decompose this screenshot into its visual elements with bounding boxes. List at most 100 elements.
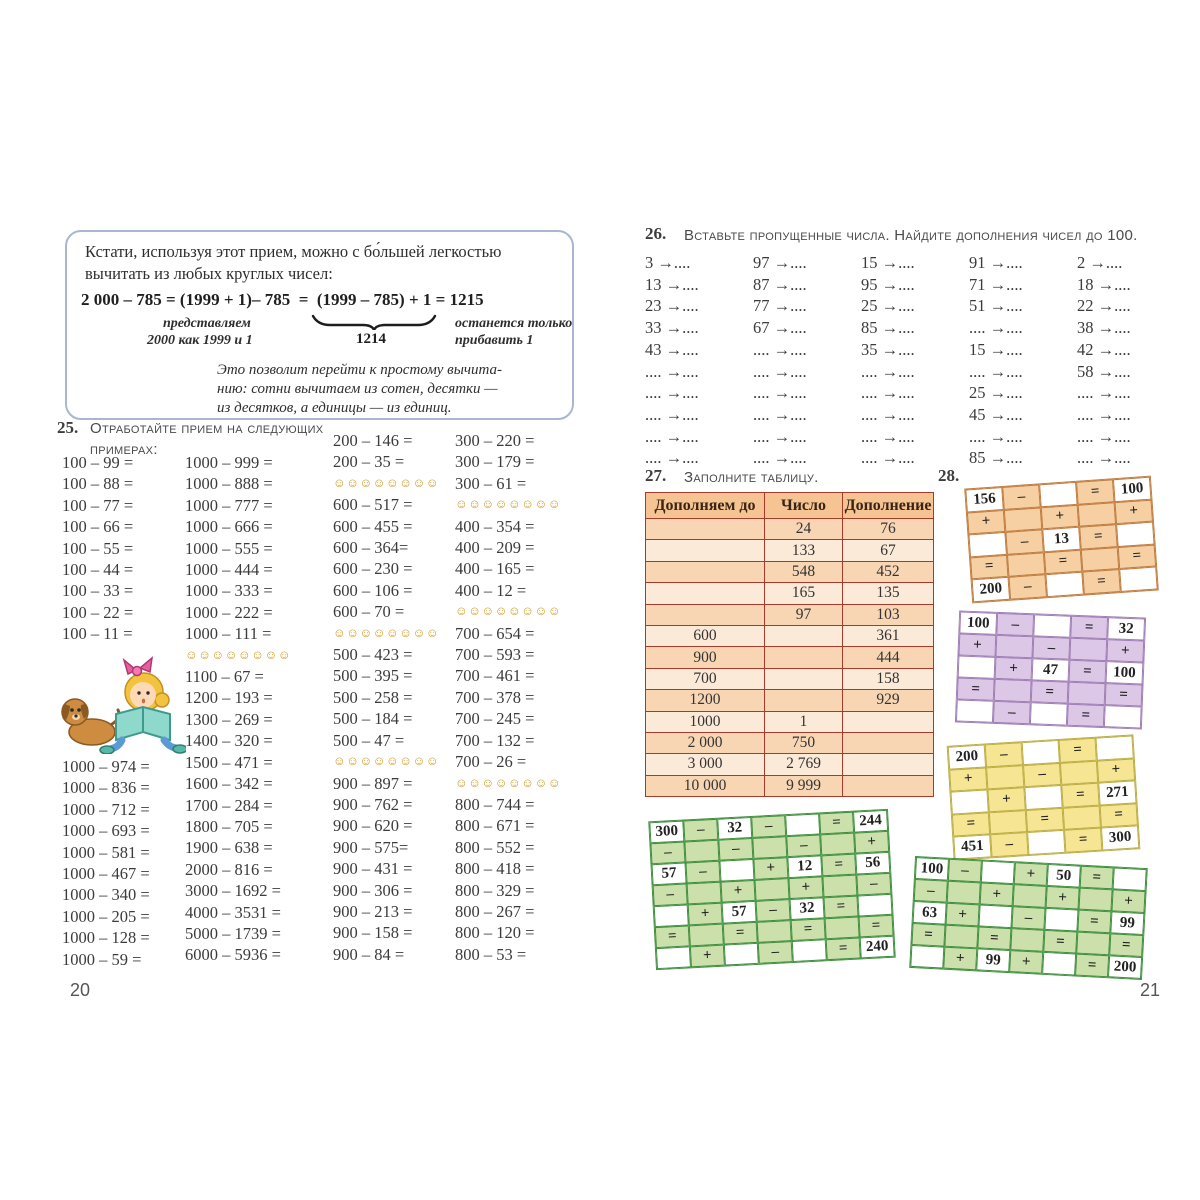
table-cell: 444: [842, 646, 934, 669]
complement-item: .... →....: [645, 361, 699, 381]
table-cell: 700: [645, 667, 765, 691]
grid-blank-cell: [1029, 702, 1068, 726]
exercise-27-number: 27.: [645, 466, 667, 485]
grid-operator-cell: =: [1070, 615, 1109, 640]
complement-item: .... →....: [753, 339, 807, 359]
grid-operator-cell: +: [958, 633, 997, 657]
grid-filler-cell: [820, 832, 856, 856]
complement-item: .... →....: [861, 448, 915, 468]
table-cell: 361: [842, 624, 934, 648]
grid-blank-cell: [723, 942, 759, 966]
grid-number-cell: 200: [947, 744, 987, 770]
subtraction-problem: 5000 – 1739 =: [185, 923, 281, 943]
subtraction-problem: 400 – 354 =: [455, 516, 535, 536]
grid-blank-cell: [957, 655, 996, 679]
smiley-divider: ☺☺☺☺☺☺☺☺: [333, 625, 440, 640]
table-cell: 165: [764, 582, 843, 605]
complement-item: .... →....: [861, 383, 915, 403]
complement-item: .... →....: [645, 383, 699, 403]
complement-item: 95 →....: [861, 274, 915, 294]
grid-number-cell: 47: [1031, 658, 1070, 682]
subtraction-problem: 900 – 213 =: [333, 901, 413, 921]
table-cell: 135: [842, 582, 934, 605]
grid-filler-cell: [995, 634, 1034, 659]
page-number-left: 20: [70, 980, 91, 1000]
grid-operator-cell: =: [821, 853, 857, 877]
grid-blank-cell: [653, 904, 689, 928]
grid-number-cell: 271: [1098, 780, 1137, 806]
subtraction-problem: 1000 – 999 =: [185, 453, 273, 472]
complement-item: .... →....: [861, 426, 915, 446]
grid-operator-cell: –: [1032, 636, 1071, 660]
grid-number-cell: 100: [959, 611, 998, 635]
table-cell: [842, 731, 934, 755]
grid-number-cell: 100: [1112, 476, 1152, 502]
grid-blank-cell: [1095, 735, 1134, 761]
grid-operator-cell: =: [1058, 737, 1097, 763]
grid-blank-cell: [1039, 481, 1078, 507]
subtraction-problem: 800 – 53 =: [455, 944, 527, 964]
subtraction-problem: 700 – 245 =: [455, 709, 535, 729]
table-cell: 600: [645, 624, 765, 648]
grid-operator-cell: +: [720, 879, 756, 903]
subtraction-problem: 1000 – 712 =: [62, 799, 150, 819]
grid-operator-cell: –: [786, 834, 822, 858]
grid-filler-cell: [1010, 928, 1045, 952]
grid-operator-cell: +: [945, 902, 980, 927]
subtraction-problem: 100 – 88 =: [62, 474, 134, 494]
table-cell: 97: [764, 603, 843, 626]
subtraction-problem: 300 – 220 =: [455, 431, 535, 450]
subtraction-problem: 900 – 84 =: [333, 944, 405, 964]
grid-blank-cell: [968, 531, 1007, 557]
subtraction-problem: 700 – 26 =: [455, 752, 527, 772]
grid-blank-cell: [1042, 951, 1077, 976]
exercise-26-title: Вставьте пропущенные числа. Найдите допо…: [684, 227, 1138, 244]
grid-operator-cell: –: [1008, 574, 1047, 600]
ex26-column-1: 3 →.... 13 →.... 23 →.... 33 →.... 43 →.....…: [645, 252, 699, 469]
grid-operator-cell: +: [753, 857, 789, 880]
table-cell: [645, 517, 765, 541]
grid-operator-cell: =: [1043, 929, 1078, 954]
grid-operator-cell: =: [858, 914, 894, 938]
ex25-column-3: 200 – 146 = 200 – 35 = ☺☺☺☺☺☺☺☺ 600 – 517 =…: [333, 430, 439, 965]
subtraction-problem: 700 – 378 =: [455, 687, 535, 707]
grid-number-cell: 300: [649, 820, 685, 844]
grid-operator-cell: =: [790, 918, 826, 942]
table-header-cell: Дополняем до: [645, 492, 765, 519]
grid-filler-cell: [684, 839, 720, 863]
math-crossword-grid-purple: 100– = 32 + – + +47 = 100 = = = – =: [954, 610, 1147, 730]
grid-operator-cell: =: [1099, 802, 1138, 828]
tip-callout-box: Кстати, используя этот прием, можно с бо…: [65, 230, 574, 420]
subtraction-problem: 100 – 99 =: [62, 453, 134, 472]
complement-item: 85 →....: [969, 448, 1023, 468]
subtraction-problem: 1000 – 581 =: [62, 842, 150, 862]
table-header-cell: Дополнение: [842, 492, 934, 519]
grid-blank-cell: [1119, 566, 1158, 592]
grid-blank-cell: [791, 939, 827, 963]
grid-operator-cell: =: [825, 937, 861, 961]
grid-operator-cell: =: [819, 811, 855, 835]
grid-blank-cell: [1027, 829, 1066, 855]
grid-blank-cell: [978, 904, 1013, 929]
grid-filler-cell: [752, 836, 788, 859]
subtraction-problem: 800 – 120 =: [455, 923, 535, 943]
ex25-column-1-top: 100 – 99 = 100 – 88 = 100 – 77 = 100 – 66 =…: [62, 452, 133, 645]
subtraction-problem: 700 – 593 =: [455, 645, 535, 665]
complement-item: 91 →....: [969, 253, 1023, 272]
grid-operator-cell: +: [1114, 499, 1153, 525]
table-cell: 2 000: [645, 731, 765, 755]
subtraction-problem: 800 – 744 =: [455, 794, 535, 814]
grid-filler-cell: [1077, 501, 1117, 527]
table-cell: [645, 603, 765, 626]
complement-item: .... →....: [645, 426, 699, 446]
ex25-column-4: 300 – 220 = 300 – 179 = 300 – 61 = ☺☺☺☺☺☺☺☺…: [455, 430, 561, 965]
subtraction-problem: 100 – 77 =: [62, 495, 134, 515]
table-cell: 76: [842, 517, 934, 541]
subtraction-problem: 1000 – 111 =: [185, 624, 272, 644]
grid-operator-cell: –: [1002, 484, 1041, 510]
subtraction-problem: 1000 – 888 =: [185, 474, 273, 494]
grid-operator-cell: –: [992, 700, 1031, 725]
table-header-cell: Число: [764, 492, 843, 519]
annotation-right: останется только: [455, 316, 573, 331]
